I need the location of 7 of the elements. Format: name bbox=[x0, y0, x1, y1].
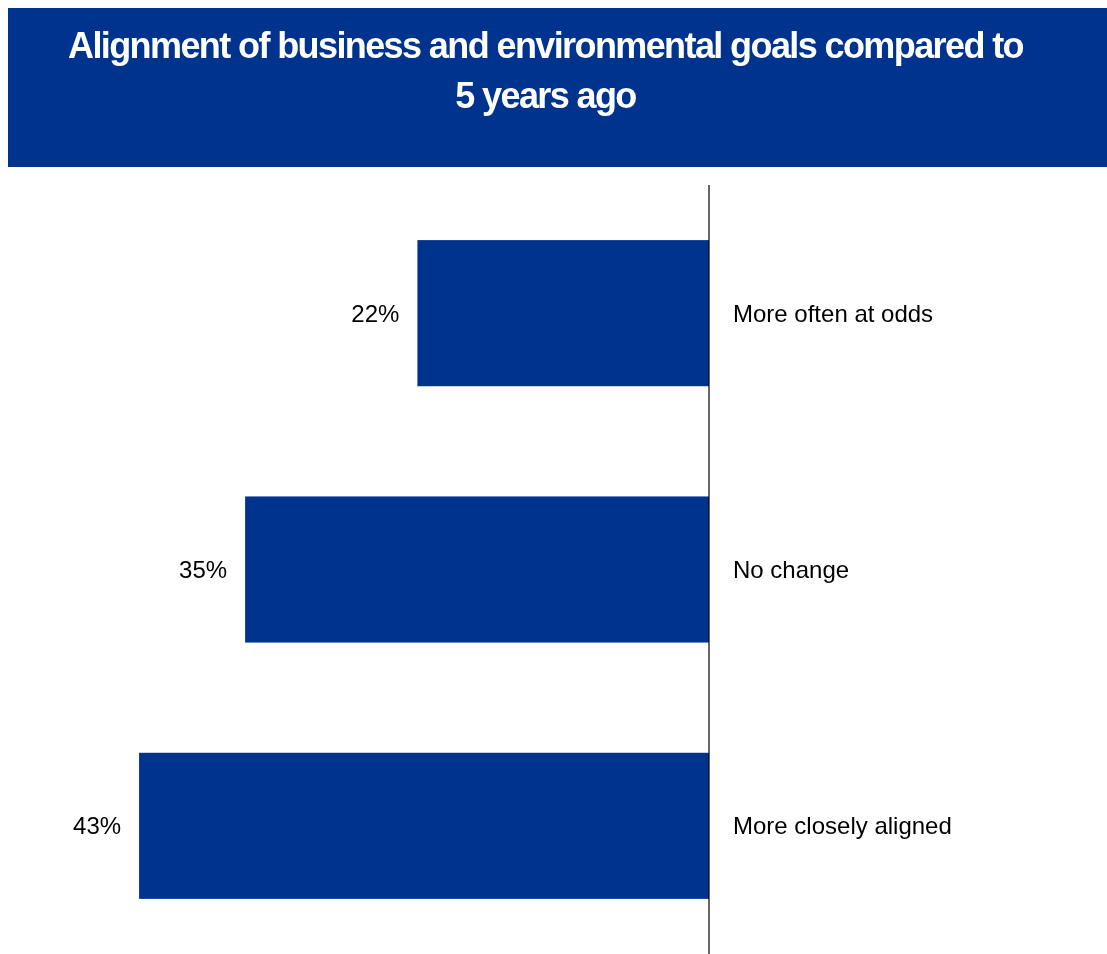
data-label: 22% bbox=[351, 299, 400, 327]
data-label: 43% bbox=[73, 812, 122, 840]
chart-title: Alignment of business and environmental goals compared to 5 years ago bbox=[68, 25, 1024, 116]
y-tick-label: More often at odds bbox=[733, 299, 934, 327]
data-label: 35% bbox=[179, 555, 228, 583]
y-tick-label: No change bbox=[733, 555, 850, 583]
y-tick-label: More closely aligned bbox=[733, 812, 952, 840]
